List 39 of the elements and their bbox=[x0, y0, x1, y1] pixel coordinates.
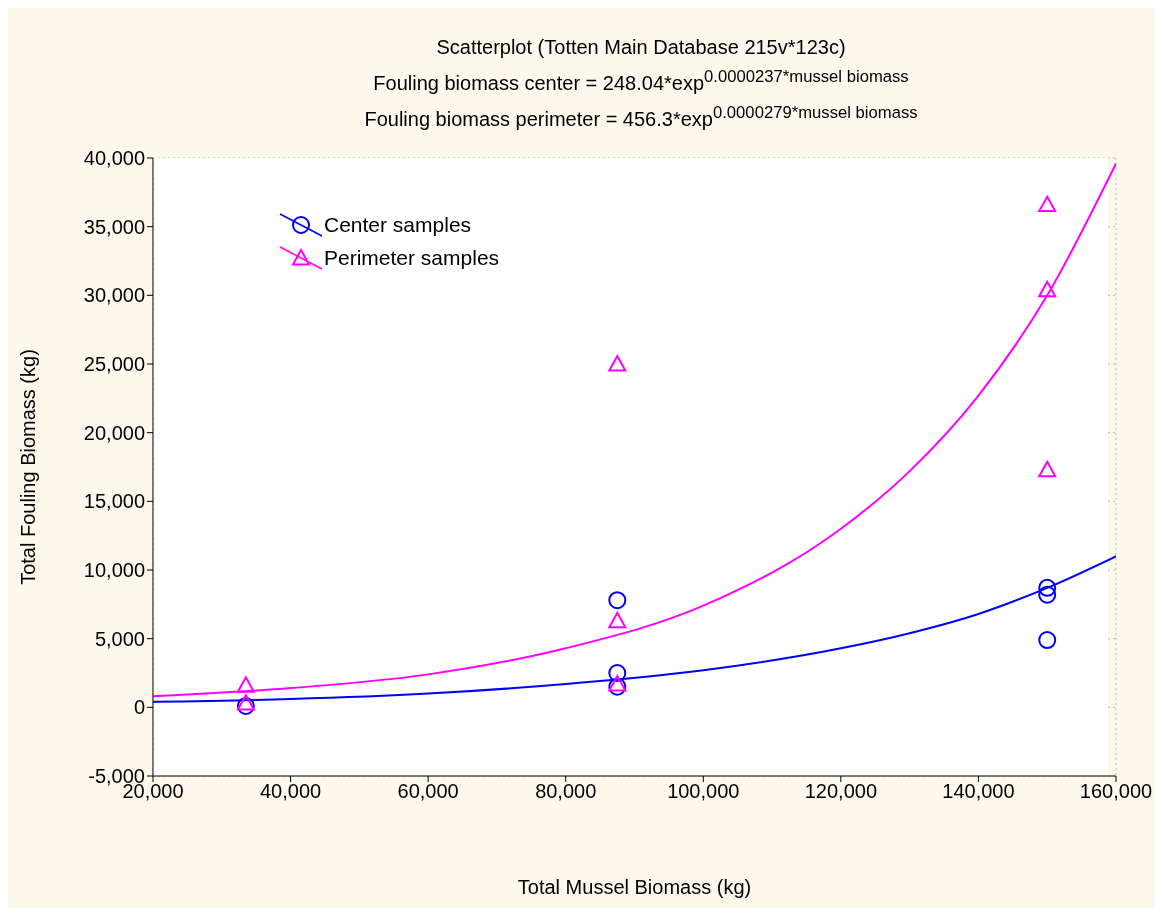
point bbox=[1038, 280, 1057, 298]
point bbox=[1038, 578, 1057, 597]
point bbox=[236, 676, 255, 693]
y-tick-label: 35,000 bbox=[83, 215, 145, 238]
y-tick-label: 5,000 bbox=[94, 627, 145, 650]
point bbox=[608, 674, 627, 692]
point bbox=[1038, 585, 1057, 604]
point bbox=[608, 355, 627, 372]
y-tick-label: 10,000 bbox=[83, 559, 145, 582]
legend-label: Perimeter samples bbox=[324, 245, 500, 270]
x-tick-label: 60,000 bbox=[397, 780, 459, 803]
y-tick-label: 25,000 bbox=[83, 353, 145, 376]
point bbox=[608, 591, 627, 610]
point bbox=[1038, 195, 1057, 213]
x-tick-label: 140,000 bbox=[942, 780, 1015, 803]
point bbox=[608, 611, 627, 629]
point bbox=[608, 664, 627, 682]
x-axis-title: Total Mussel Biomass (kg) bbox=[517, 876, 752, 898]
y-tick-label: 20,000 bbox=[83, 421, 145, 444]
y-tick-label: 0 bbox=[133, 696, 145, 719]
point bbox=[1038, 631, 1057, 650]
y-tick-label: 15,000 bbox=[83, 490, 145, 513]
y-tick-label: 40,000 bbox=[83, 147, 145, 170]
y-tick-label: 30,000 bbox=[83, 284, 145, 307]
x-tick-label: 40,000 bbox=[259, 780, 322, 803]
x-tick-label: 80,000 bbox=[535, 780, 597, 803]
point bbox=[1038, 460, 1057, 478]
text: Fouling biomass perimeter = 456.3*exp$^{0.0000279*mussel biomass}$ bbox=[363, 101, 919, 132]
chart-title: Scatterplot (Totten Main Database 215v*123c) bbox=[435, 35, 847, 60]
y-axis-title: Total Fouling Biomass (kg) bbox=[17, 349, 40, 585]
legend-label: Center samples bbox=[324, 212, 472, 237]
point bbox=[236, 696, 255, 715]
point bbox=[236, 694, 255, 711]
x-tick-label: 120,000 bbox=[804, 780, 878, 803]
text: Fouling biomass center = 248.04*exp$^{0.0000237*mussel biomass}$ bbox=[372, 66, 910, 96]
point bbox=[608, 677, 627, 696]
x-tick-label: 160,000 bbox=[1079, 780, 1153, 803]
x-tick-label: 100,000 bbox=[667, 780, 740, 803]
line-series bbox=[153, 162, 1116, 698]
